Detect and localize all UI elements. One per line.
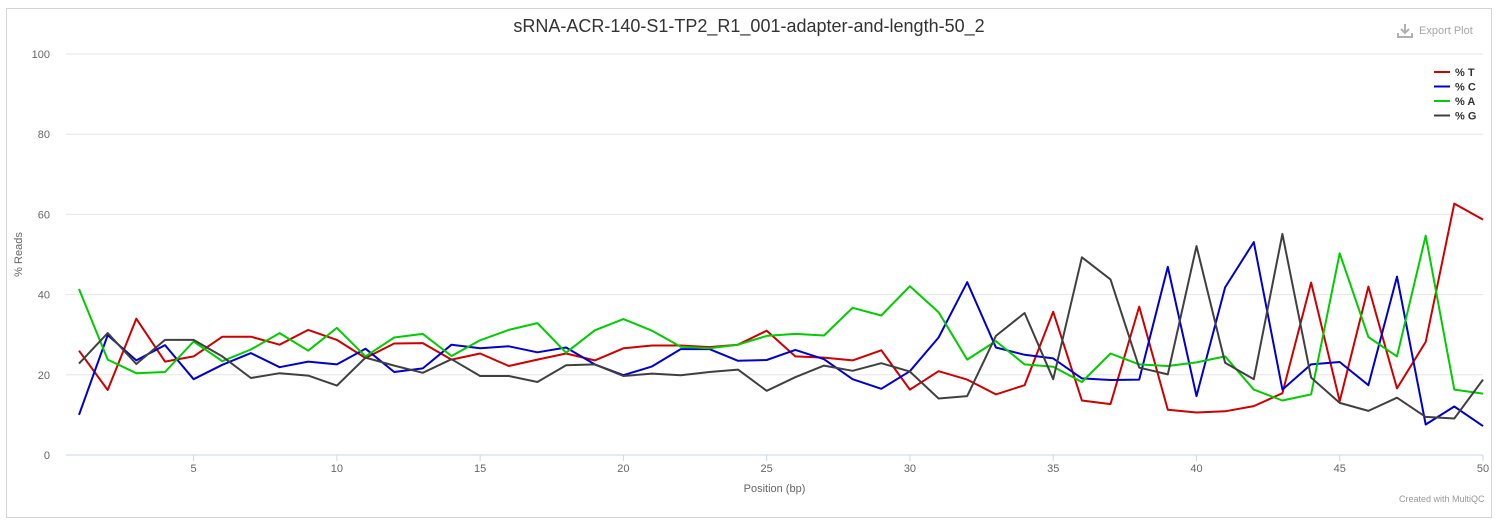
legend-item[interactable]: % C [1434, 82, 1476, 94]
x-tick-label: 10 [331, 463, 343, 475]
legend-label: % T [1455, 67, 1475, 79]
credit-text: Created with MultiQC [1399, 494, 1485, 504]
y-tick-label: 20 [38, 370, 50, 382]
export-plot-label: Export Plot [1419, 25, 1473, 37]
download-icon [1396, 23, 1414, 39]
series-line-g[interactable] [78, 233, 1484, 420]
x-tick-label: 25 [761, 463, 773, 475]
x-axis-ticks: 5 10 15 20 25 30 35 40 45 50 [191, 455, 1489, 475]
legend-label: % A [1455, 96, 1475, 108]
grid-lines [66, 53, 1483, 376]
legend-label: % G [1455, 111, 1476, 123]
y-tick-label: 100 [32, 49, 50, 61]
legend: % T % C % A % G [1434, 67, 1476, 123]
series-line-c[interactable] [78, 241, 1484, 427]
legend-item[interactable]: % T [1434, 67, 1475, 79]
legend-label: % C [1455, 82, 1476, 94]
series-line-a[interactable] [78, 234, 1484, 402]
x-tick-label: 45 [1334, 463, 1346, 475]
x-tick-label: 40 [1190, 463, 1202, 475]
y-tick-label: 40 [38, 290, 50, 302]
series-line-t[interactable] [78, 202, 1484, 414]
y-axis-title: % Reads [13, 232, 25, 277]
x-tick-label: 50 [1477, 463, 1489, 475]
legend-item[interactable]: % A [1434, 96, 1475, 108]
chart-title: sRNA-ACR-140-S1-TP2_R1_001-adapter-and-l… [513, 16, 985, 36]
x-tick-label: 20 [617, 463, 629, 475]
x-tick-label: 15 [474, 463, 486, 475]
export-plot-button[interactable]: Export Plot [1396, 22, 1473, 40]
y-axis-ticks: 0 20 40 60 80 100 [32, 49, 50, 462]
plot-frame [6, 8, 1492, 518]
y-tick-label: 80 [38, 129, 50, 141]
legend-item[interactable]: % G [1434, 111, 1476, 123]
x-tick-label: 30 [904, 463, 916, 475]
x-tick-label: 5 [191, 463, 197, 475]
y-tick-label: 0 [44, 450, 50, 462]
y-tick-label: 60 [38, 209, 50, 221]
x-tick-label: 35 [1047, 463, 1059, 475]
x-axis-title: Position (bp) [744, 483, 806, 495]
series-lines [78, 202, 1484, 427]
